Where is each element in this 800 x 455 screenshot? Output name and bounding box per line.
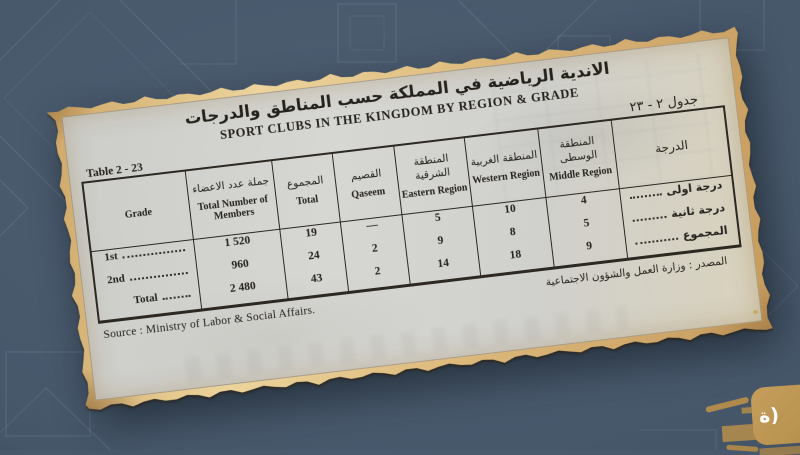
col-header-middle: المنطقة الوسطى Middle Region	[538, 120, 620, 198]
gold-speck	[753, 310, 758, 314]
gold-brush-badge: (ة	[750, 380, 800, 446]
col-header-total: المجموع Total	[272, 153, 341, 229]
paper-surface: الاندية الرياضية في المملكة حسب المناطق …	[61, 37, 762, 401]
col-header-grade: Grade	[82, 171, 193, 252]
col-header-qaseem: القصيم Qaseem	[333, 146, 402, 222]
col-header-degree: الدرجة	[612, 106, 733, 188]
col-header-western: المنطقة الغربية Western Region	[464, 128, 546, 206]
col-header-members: جملة عدد الاعضاء Total Number of Members	[185, 160, 280, 239]
badge-label: (ة	[758, 404, 780, 428]
col-header-eastern: المنطقة الشرقية Eastern Region	[393, 137, 472, 214]
